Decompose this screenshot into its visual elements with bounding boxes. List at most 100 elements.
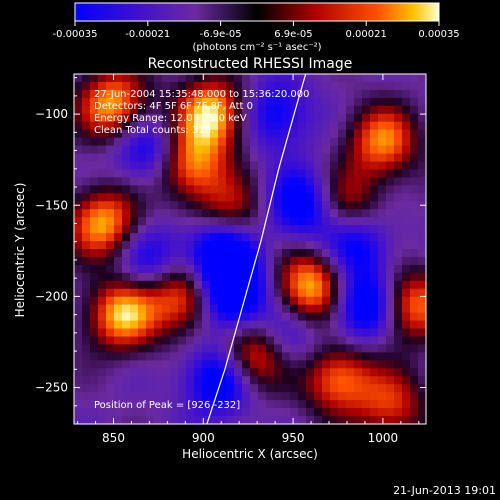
heatmap-cell: [394, 296, 403, 306]
heatmap-cell: [394, 201, 403, 210]
heatmap-cell: [322, 225, 331, 234]
heatmap-cell: [258, 400, 267, 409]
heatmap-cell: [322, 193, 331, 202]
heatmap-cell: [154, 328, 163, 338]
heatmap-cell: [258, 217, 267, 226]
heatmap-cell: [194, 129, 203, 139]
heatmap-cell: [226, 169, 235, 179]
heatmap-cell: [402, 384, 411, 393]
heatmap-cell: [106, 360, 115, 369]
heatmap-cell: [162, 233, 171, 242]
heatmap-cell: [130, 193, 139, 202]
heatmap-cell: [330, 121, 339, 131]
heatmap-cell: [282, 185, 291, 194]
heatmap-cell: [362, 368, 371, 377]
heatmap-cell: [346, 145, 355, 155]
heatmap-cell: [90, 81, 99, 91]
heatmap-cell: [146, 288, 155, 298]
heatmap-cell: [290, 193, 299, 202]
heatmap-cell: [386, 177, 395, 186]
heatmap-cell: [98, 360, 107, 369]
heatmap-cell: [162, 416, 171, 424]
heatmap-cell: [314, 233, 323, 242]
heatmap-cell: [122, 272, 131, 282]
heatmap-cell: [170, 225, 179, 234]
heatmap-cell: [250, 169, 259, 179]
heatmap-cell: [202, 153, 211, 163]
heatmap-cell: [210, 280, 219, 290]
heatmap-cell: [266, 352, 275, 361]
heatmap-cell: [314, 153, 323, 163]
heatmap-cell: [130, 161, 139, 171]
heatmap-cell: [234, 74, 243, 83]
heatmap-cell: [106, 121, 115, 131]
heatmap-cell: [378, 352, 387, 361]
heatmap-cell: [362, 225, 371, 234]
heatmap-cell: [90, 225, 99, 234]
heatmap-cell: [418, 320, 426, 330]
x-tick-label: 1000: [368, 431, 399, 445]
heatmap-cell: [266, 201, 275, 210]
heatmap-cell: [202, 400, 211, 409]
heatmap-cell: [306, 113, 315, 123]
heatmap-cell: [386, 328, 395, 338]
heatmap-cell: [394, 312, 403, 322]
heatmap-cell: [178, 296, 187, 306]
heatmap-cell: [162, 264, 171, 274]
heatmap-cell: [98, 129, 107, 139]
heatmap-cell: [242, 312, 251, 322]
heatmap-cell: [354, 137, 363, 147]
heatmap-cell: [346, 137, 355, 147]
heatmap-cell: [178, 105, 187, 115]
heatmap-cell: [186, 129, 195, 139]
heatmap-cell: [346, 201, 355, 210]
info-line: Energy Range: 12.0 - 25.0 keV: [94, 113, 247, 124]
heatmap-cell: [298, 264, 307, 274]
heatmap-cell: [226, 129, 235, 139]
heatmap-cell: [386, 129, 395, 139]
heatmap-cell: [322, 328, 331, 338]
heatmap-cell: [362, 145, 371, 155]
heatmap-cell: [202, 312, 211, 322]
heatmap-cell: [194, 209, 203, 218]
heatmap-cell: [90, 153, 99, 163]
heatmap-cell: [226, 145, 235, 155]
heatmap-cell: [370, 81, 379, 91]
colorbar-ticks: -0.00035 -0.00021 -6.9e-05 6.9e-05 0.00021 0.…: [53, 21, 460, 40]
heatmap-cell: [226, 304, 235, 314]
heatmap-cell: [106, 169, 115, 179]
heatmap-cell: [98, 145, 107, 155]
heatmap-cell: [242, 193, 251, 202]
heatmap-cell: [106, 217, 115, 226]
heatmap-cell: [234, 288, 243, 298]
heatmap-cell: [322, 312, 331, 322]
heatmap-cell: [362, 272, 371, 282]
heatmap-cell: [226, 225, 235, 234]
heatmap-cell: [322, 344, 331, 354]
heatmap-cell: [378, 121, 387, 131]
heatmap-cell: [290, 233, 299, 242]
heatmap-cell: [242, 400, 251, 409]
heatmap-cell: [162, 296, 171, 306]
heatmap-cell: [338, 288, 347, 298]
heatmap-cell: [362, 105, 371, 115]
heatmap-cell: [114, 225, 123, 234]
heatmap-cell: [106, 209, 115, 218]
heatmap-cell: [218, 193, 227, 202]
heatmap-cell: [386, 360, 395, 369]
heatmap-cell: [274, 368, 283, 377]
heatmap-cell: [114, 209, 123, 218]
heatmap-cell: [250, 113, 259, 123]
heatmap-cell: [202, 145, 211, 155]
heatmap-cell: [146, 145, 155, 155]
heatmap-cell: [122, 209, 131, 218]
heatmap-cell: [394, 376, 403, 385]
heatmap-cell: [178, 217, 187, 226]
heatmap-cell: [98, 416, 107, 424]
heatmap-cell: [170, 233, 179, 242]
heatmap-cell: [370, 256, 379, 266]
heatmap-cell: [386, 161, 395, 171]
heatmap-cell: [210, 105, 219, 115]
heatmap-cell: [130, 177, 139, 186]
heatmap-cell: [138, 129, 147, 139]
